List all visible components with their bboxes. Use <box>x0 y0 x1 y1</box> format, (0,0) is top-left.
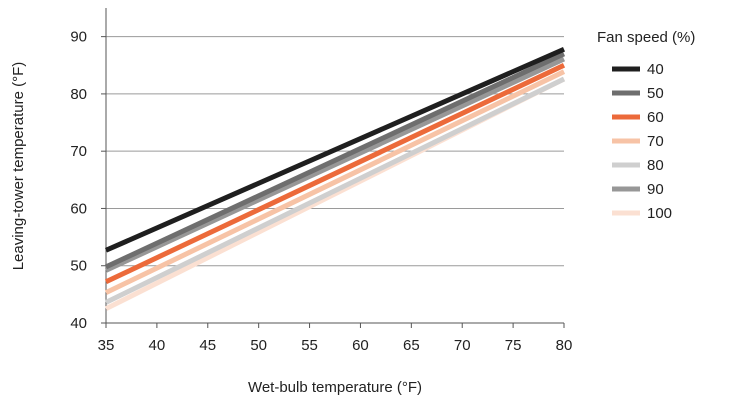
x-tick-label: 55 <box>301 337 318 354</box>
legend-label-100: 100 <box>647 205 672 222</box>
x-tick-label: 60 <box>352 337 369 354</box>
x-tick-label: 45 <box>199 337 216 354</box>
x-axis-title: Wet-bulb temperature (°F) <box>248 379 422 396</box>
x-tick-label: 75 <box>505 337 522 354</box>
x-tick-label: 40 <box>149 337 166 354</box>
legend: Fan speed (%) 40 50 60 70 80 90 100 <box>597 29 695 222</box>
legend-title: Fan speed (%) <box>597 29 695 46</box>
y-tick-label: 40 <box>70 315 87 332</box>
x-tick-label: 80 <box>556 337 573 354</box>
axis-ticks: 35 40 45 50 55 60 65 70 75 80 40 50 60 70 80 90 <box>70 29 572 354</box>
x-tick-label: 70 <box>454 337 471 354</box>
series-line-80 <box>104 76 566 305</box>
y-tick-label: 70 <box>70 143 87 160</box>
legend-label-50: 50 <box>647 85 664 102</box>
x-tick-label: 65 <box>403 337 420 354</box>
series-line-60 <box>104 63 566 285</box>
legend-label-90: 90 <box>647 181 664 198</box>
y-tick-label: 60 <box>70 200 87 217</box>
legend-label-60: 60 <box>647 109 664 126</box>
legend-label-40: 40 <box>647 61 664 78</box>
series-lines <box>104 46 566 311</box>
y-tick-label: 50 <box>70 258 87 275</box>
x-tick-label: 50 <box>250 337 267 354</box>
legend-label-80: 80 <box>647 157 664 174</box>
legend-label-70: 70 <box>647 133 664 150</box>
y-tick-label: 80 <box>70 86 87 103</box>
x-tick-label: 35 <box>98 337 115 354</box>
y-tick-label: 90 <box>70 29 87 46</box>
series-line-90 <box>104 56 566 273</box>
y-axis-title: Leaving-tower temperature (°F) <box>10 62 27 271</box>
series-line-70 <box>104 69 566 295</box>
series-line-50 <box>104 51 566 270</box>
series-line-40 <box>104 46 566 253</box>
